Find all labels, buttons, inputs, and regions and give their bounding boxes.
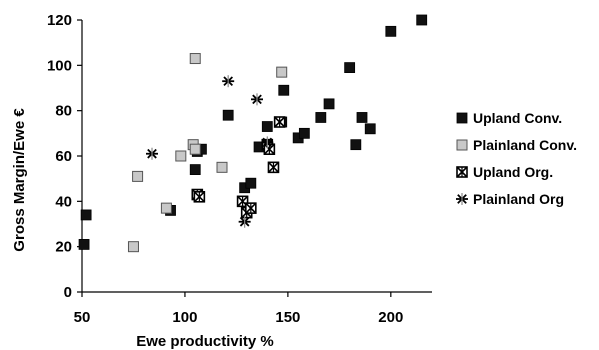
point-upland-org: [245, 202, 257, 214]
point-plainland-org: [251, 93, 263, 106]
x-tick-group: 50 100 150 200: [74, 292, 403, 326]
point-upland-conv: [222, 109, 234, 121]
y-tick-group: 0 20 40 60 80 100 120: [47, 12, 82, 301]
point-plainland-conv: [175, 150, 187, 162]
legend: Upland Conv. Plainland Conv. Upland Org. Pl…: [456, 110, 577, 207]
point-plainland-org: [146, 147, 158, 160]
legend-label-upland-conv: Upland Conv.: [473, 110, 562, 126]
plot-area: 0 20 40 60 80 100 120 50 100 150 200: [47, 12, 432, 326]
legend-label-plainland-conv: Plainland Conv.: [473, 137, 577, 153]
point-upland-conv: [315, 112, 327, 123]
legend-marker-upland-conv: [456, 112, 468, 124]
point-upland-conv: [364, 123, 376, 135]
y-tick-label: 100: [47, 57, 72, 74]
legend-label-upland-org: Upland Org.: [473, 164, 553, 180]
point-upland-conv: [350, 139, 362, 151]
y-tick-label: 80: [55, 103, 72, 120]
point-plainland-conv: [189, 143, 201, 155]
point-upland-conv: [189, 164, 201, 176]
y-tick-label: 60: [55, 148, 72, 165]
point-plainland-conv: [132, 170, 144, 182]
point-upland-conv: [80, 209, 92, 221]
y-tick-label: 20: [55, 239, 72, 256]
point-plainland-conv: [160, 202, 172, 214]
x-tick-label: 200: [378, 309, 403, 326]
point-plainland-org: [261, 136, 274, 149]
legend-marker-upland-org: [456, 166, 468, 178]
point-upland-conv: [278, 84, 290, 96]
x-axis-title: Ewe productivity %: [136, 333, 274, 350]
point-plainland-conv: [127, 241, 139, 253]
point-upland-conv: [298, 127, 310, 139]
legend-marker-plainland-conv: [456, 139, 468, 151]
x-tick-label: 50: [74, 309, 91, 326]
point-plainland-conv: [189, 53, 201, 65]
y-tick-label: 120: [47, 12, 72, 29]
y-tick-label: 40: [55, 193, 72, 210]
point-plainland-conv: [276, 66, 288, 78]
x-tick-label: 150: [275, 309, 300, 326]
legend-marker-plainland-org: [456, 193, 468, 205]
x-tick-label: 100: [172, 309, 197, 326]
point-plainland-org: [222, 75, 235, 88]
point-upland-org: [273, 116, 286, 128]
point-upland-conv: [344, 62, 356, 73]
point-upland-org: [193, 191, 206, 203]
point-upland-org: [267, 161, 280, 174]
point-upland-conv: [416, 14, 428, 26]
point-upland-conv: [356, 112, 368, 123]
y-axis-title: Gross Margin/Ewe €: [11, 108, 28, 252]
legend-label-plainland-org: Plainland Org: [473, 191, 564, 207]
point-upland-conv: [385, 25, 397, 37]
point-plainland-org: [238, 215, 251, 228]
point-upland-conv: [323, 98, 335, 110]
data-points: [78, 14, 428, 253]
point-upland-conv: [261, 121, 273, 132]
point-upland-conv: [245, 177, 257, 189]
point-upland-conv: [78, 238, 90, 250]
point-plainland-conv: [216, 161, 228, 173]
y-tick-label: 0: [64, 284, 72, 301]
